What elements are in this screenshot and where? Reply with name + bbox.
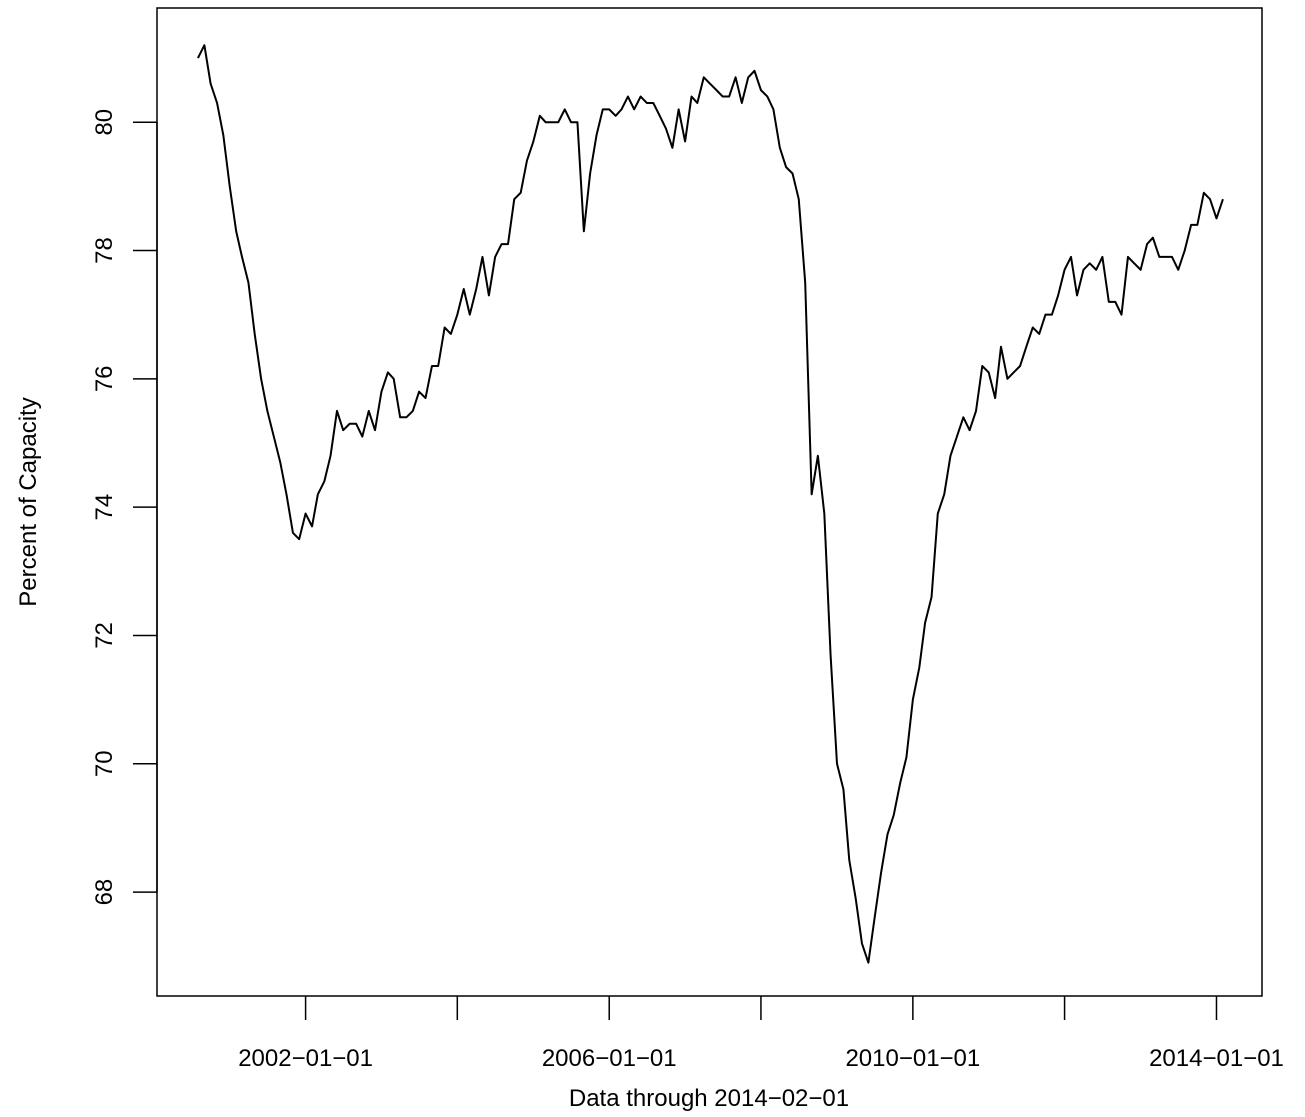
y-tick-label: 78 bbox=[91, 237, 118, 264]
y-tick-label: 68 bbox=[91, 879, 118, 906]
y-tick-label: 72 bbox=[91, 622, 118, 649]
x-tick-label: 2010−01−01 bbox=[845, 1045, 980, 1072]
x-tick-label: 2002−01−01 bbox=[238, 1045, 373, 1072]
x-axis-title: Data through 2014−02−01 bbox=[569, 1085, 849, 1112]
y-tick-label: 74 bbox=[91, 494, 118, 521]
x-tick-label: 2014−01−01 bbox=[1149, 1045, 1284, 1072]
y-tick-label: 76 bbox=[91, 365, 118, 392]
x-tick-label: 2006−01−01 bbox=[542, 1045, 677, 1072]
y-axis-title: Percent of Capacity bbox=[15, 397, 42, 606]
y-tick-label: 70 bbox=[91, 750, 118, 777]
y-tick-label: 80 bbox=[91, 109, 118, 136]
plot-box bbox=[156, 7, 1263, 997]
data-line bbox=[197, 44, 1224, 964]
